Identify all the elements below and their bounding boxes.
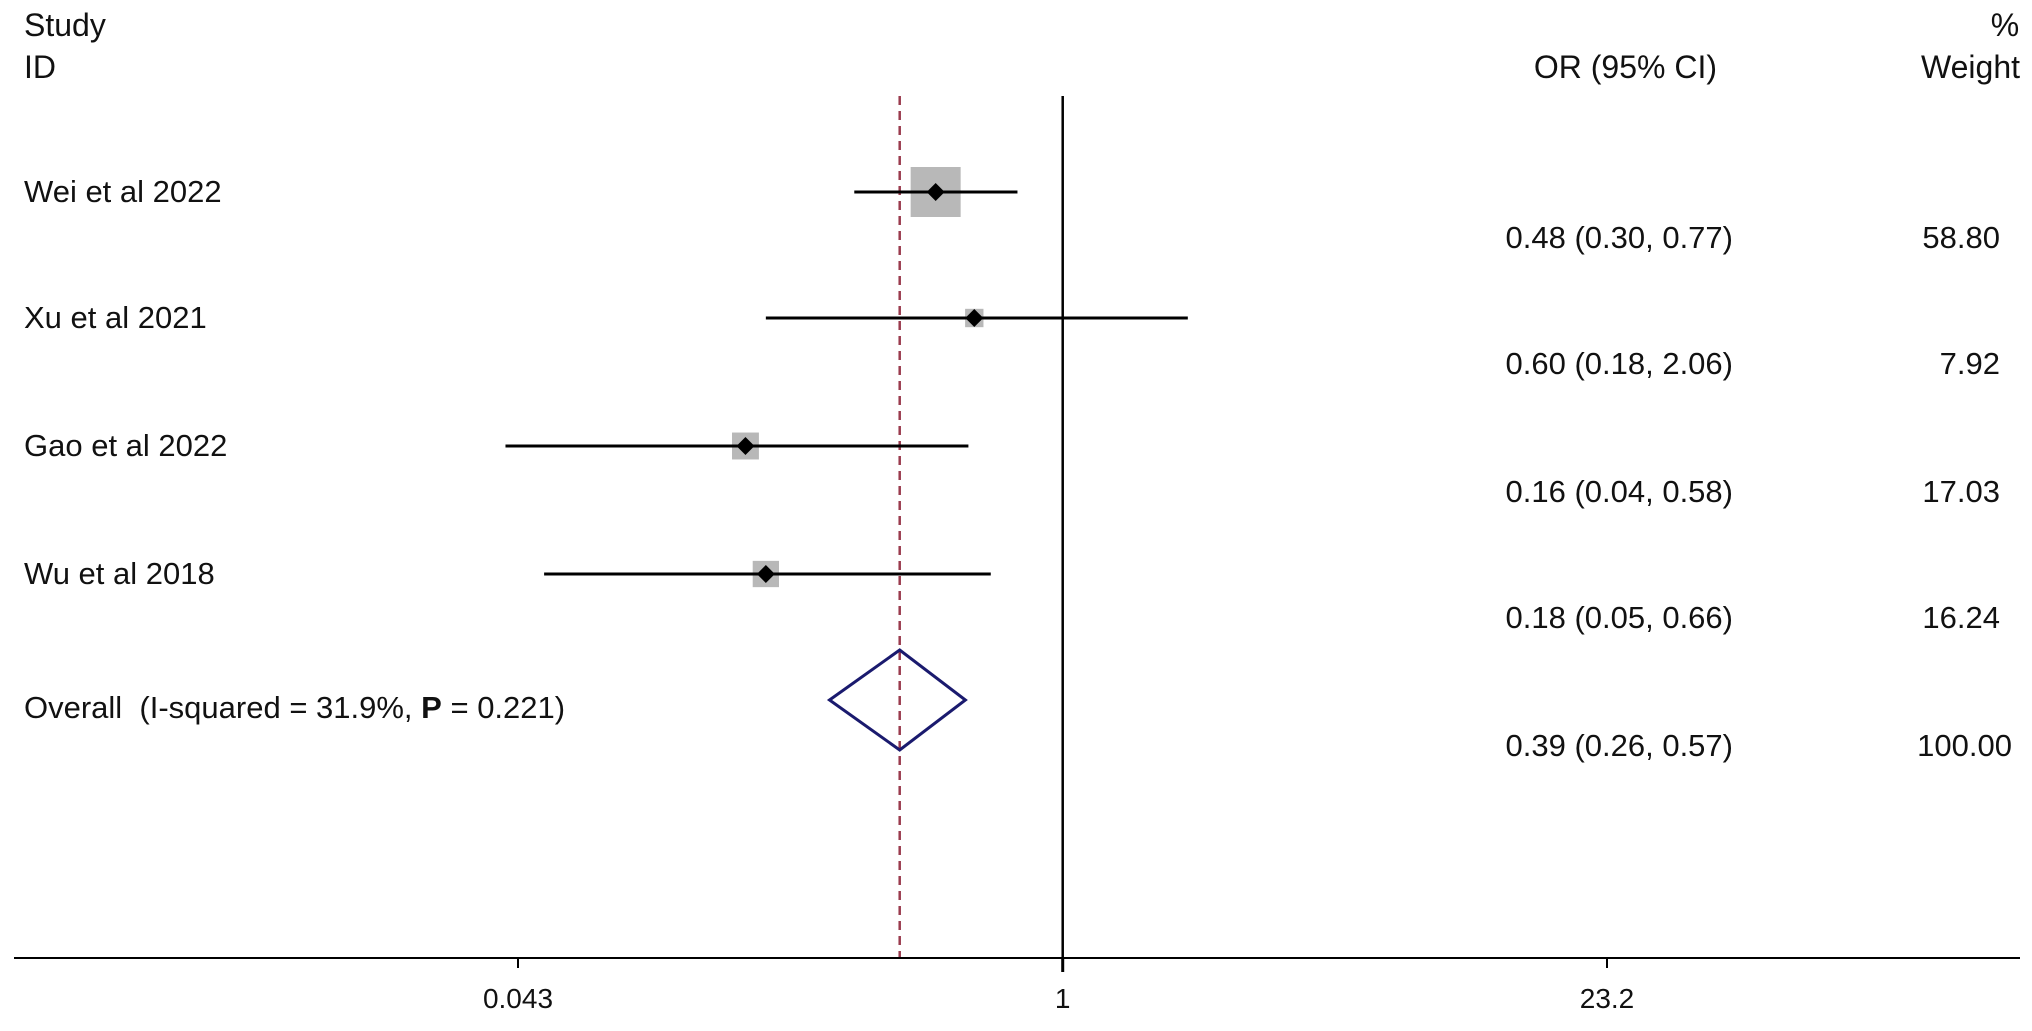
header-id: ID xyxy=(24,49,56,85)
study-weight: 58.80 xyxy=(1922,220,2000,255)
point-estimate xyxy=(965,309,984,327)
header-weight: Weight xyxy=(1921,49,2020,85)
point-estimate xyxy=(736,437,755,455)
study-weight: 7.92 xyxy=(1940,346,2000,381)
study-ci-text: 0.18 (0.05, 0.66) xyxy=(1506,600,1734,635)
overall-weight: 100.00 xyxy=(1917,728,2012,763)
study-row: Wei et al 2022 0.48 (0.30, 0.77) 58.80 xyxy=(24,167,2000,255)
header-or-ci: OR (95% CI) xyxy=(1534,49,1717,85)
study-label: Xu et al 2021 xyxy=(24,300,207,335)
x-tick-label: 23.2 xyxy=(1580,983,1635,1014)
study-ci-text: 0.48 (0.30, 0.77) xyxy=(1506,220,1734,255)
study-ci-text: 0.60 (0.18, 2.06) xyxy=(1506,346,1734,381)
overall-diamond xyxy=(826,648,968,752)
x-tick-label: 0.043 xyxy=(483,983,553,1014)
overall-label: Overall (I-squared = 31.9%, P = 0.221) xyxy=(24,690,565,725)
study-label: Gao et al 2022 xyxy=(24,428,227,463)
study-row: Xu et al 2021 0.60 (0.18, 2.06) 7.92 xyxy=(24,300,2000,381)
study-weight: 16.24 xyxy=(1922,600,2000,635)
study-label: Wu et al 2018 xyxy=(24,556,215,591)
header-percent: % xyxy=(1991,7,2019,43)
header-study: Study xyxy=(24,7,106,43)
study-label: Wei et al 2022 xyxy=(24,174,222,209)
study-row: Gao et al 2022 0.16 (0.04, 0.58) 17.03 xyxy=(24,428,2000,509)
point-estimate xyxy=(756,565,775,583)
study-weight: 17.03 xyxy=(1922,474,2000,509)
study-row: Wu et al 2018 0.18 (0.05, 0.66) 16.24 xyxy=(24,556,2000,635)
x-tick-label: 1 xyxy=(1055,983,1071,1014)
study-ci-text: 0.16 (0.04, 0.58) xyxy=(1506,474,1734,509)
overall-ci-text: 0.39 (0.26, 0.57) xyxy=(1506,728,1734,763)
point-estimate xyxy=(926,183,945,201)
